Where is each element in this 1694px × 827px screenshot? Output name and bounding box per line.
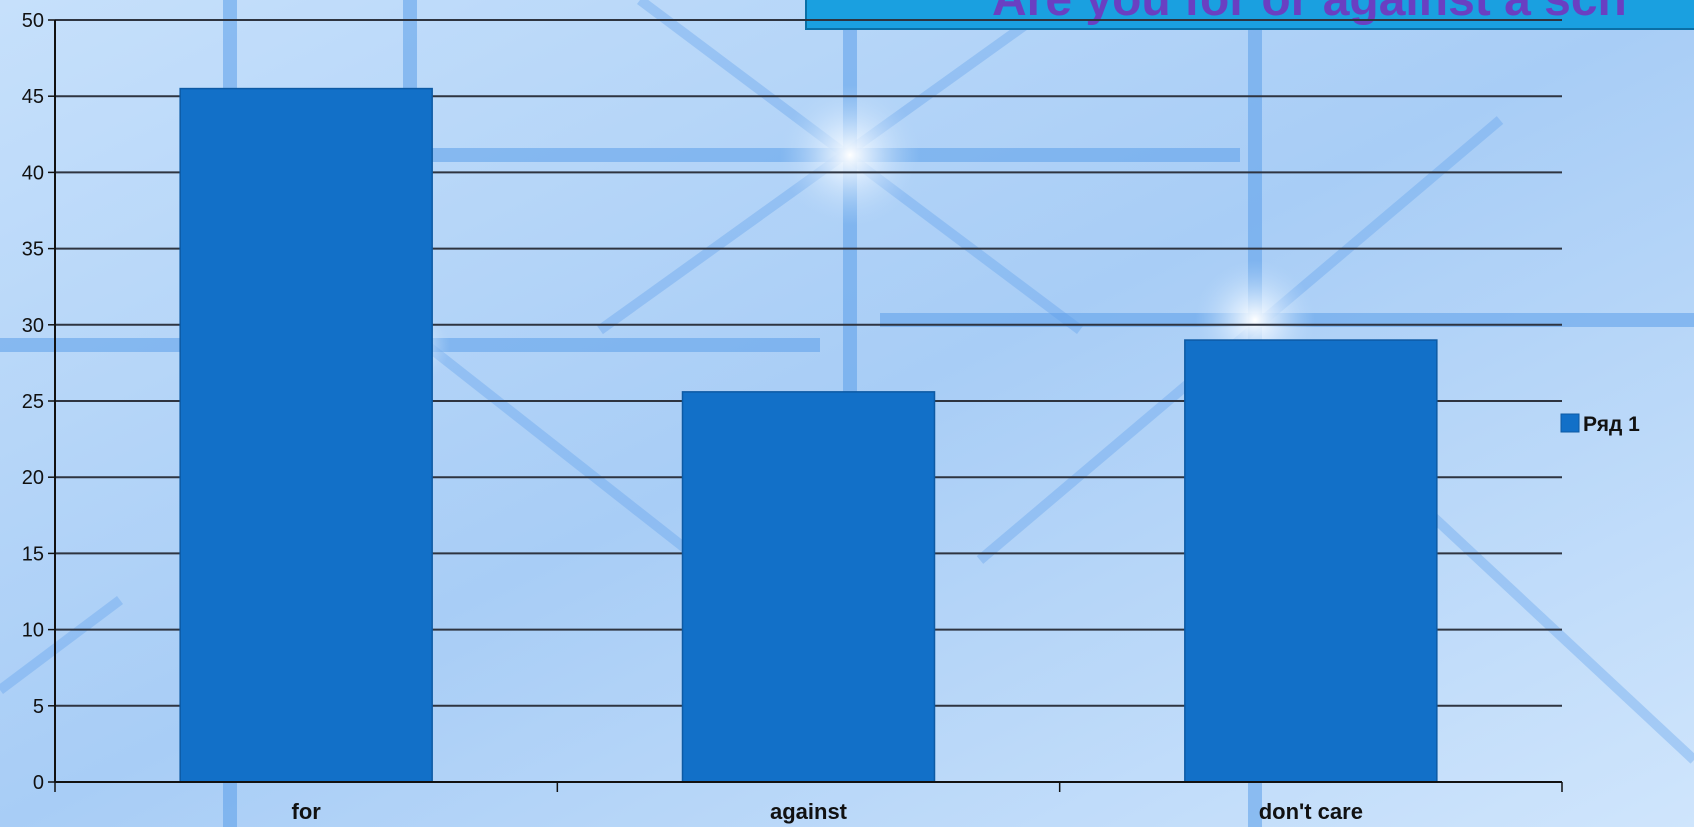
y-tick-label: 45: [22, 86, 44, 108]
bar: [681, 391, 936, 783]
legend-swatch: [1560, 413, 1580, 433]
x-axis-labels: for against don't care: [292, 799, 1363, 824]
y-tick-label: 10: [22, 620, 44, 642]
y-tick-label: 30: [22, 315, 44, 337]
chart-title: Are you for or against a sch: [992, 0, 1627, 27]
bar: [179, 87, 433, 783]
x-tick-label: against: [770, 799, 848, 824]
x-tick-label: don't care: [1259, 799, 1363, 824]
y-tick-label: 5: [33, 696, 44, 718]
y-tick-label: 25: [22, 391, 44, 413]
y-tick-label: 50: [22, 10, 44, 32]
x-tick-label: for: [292, 799, 322, 824]
y-tick-label: 35: [22, 239, 44, 261]
bars: [179, 87, 1438, 783]
chart-title-banner: Are you for or against a sch: [805, 0, 1694, 30]
legend-label: Ряд 1: [1583, 413, 1640, 436]
y-axis-ticks: 0 5 10 15 20 25 30 35 40 45 50: [22, 10, 55, 794]
y-tick-label: 15: [22, 543, 44, 565]
axes: [54, 20, 1563, 792]
y-tick-label: 0: [33, 772, 44, 794]
legend: Ряд 1: [1560, 413, 1640, 436]
bar: [1184, 339, 1438, 783]
y-tick-label: 40: [22, 162, 44, 184]
y-tick-label: 20: [22, 467, 44, 489]
